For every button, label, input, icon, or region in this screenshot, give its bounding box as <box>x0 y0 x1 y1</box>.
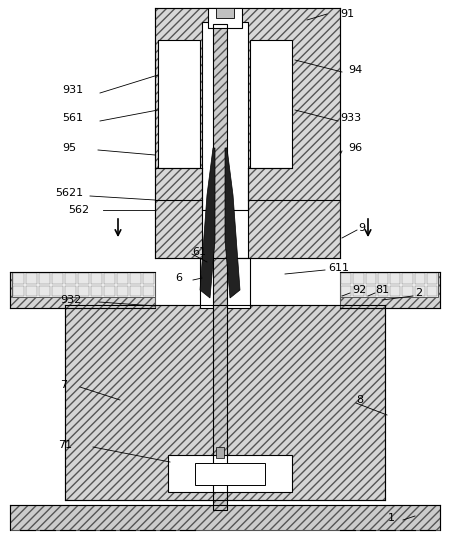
Bar <box>353 273 364 283</box>
Text: 931: 931 <box>62 85 83 95</box>
Bar <box>341 273 351 283</box>
Bar <box>39 286 50 296</box>
Bar <box>202 22 248 258</box>
Bar <box>78 273 89 283</box>
Polygon shape <box>225 148 240 298</box>
Bar <box>208 8 242 28</box>
Bar <box>168 455 292 492</box>
Text: 933: 933 <box>340 113 361 123</box>
Bar <box>353 286 364 296</box>
Bar <box>13 273 24 283</box>
Text: 96: 96 <box>348 143 362 153</box>
Bar <box>78 286 89 296</box>
Text: 91: 91 <box>340 9 354 19</box>
Text: 95: 95 <box>62 143 76 153</box>
Text: 1: 1 <box>388 513 395 523</box>
Bar <box>104 286 115 296</box>
Bar <box>365 273 376 283</box>
Bar <box>340 272 438 297</box>
Bar <box>365 286 376 296</box>
Bar <box>39 273 50 283</box>
Text: 5621: 5621 <box>55 188 83 198</box>
Bar <box>216 8 234 18</box>
Bar <box>213 24 227 510</box>
Bar <box>158 40 200 168</box>
Bar <box>378 286 388 296</box>
Bar <box>414 286 425 296</box>
Bar <box>427 286 437 296</box>
Bar <box>390 286 400 296</box>
Bar <box>155 8 340 258</box>
Text: 92: 92 <box>352 285 366 295</box>
Text: 932: 932 <box>60 295 81 305</box>
Text: 611: 611 <box>328 263 349 273</box>
Bar <box>414 273 425 283</box>
Bar <box>104 273 115 283</box>
Text: 7: 7 <box>60 380 67 390</box>
Text: 61: 61 <box>192 247 206 257</box>
Bar <box>10 505 440 530</box>
Text: 2: 2 <box>415 288 422 298</box>
Bar <box>130 286 141 296</box>
Text: 94: 94 <box>348 65 362 75</box>
Bar <box>26 273 37 283</box>
Bar <box>213 24 227 510</box>
Text: 562: 562 <box>68 205 89 215</box>
Bar <box>13 286 24 296</box>
Bar <box>200 258 250 308</box>
Bar <box>52 286 63 296</box>
Bar <box>130 273 141 283</box>
Bar <box>143 286 154 296</box>
Bar <box>117 273 128 283</box>
Bar <box>65 286 76 296</box>
Bar <box>143 273 154 283</box>
Bar <box>340 272 440 308</box>
Text: 561: 561 <box>62 113 83 123</box>
Bar <box>402 286 413 296</box>
Bar <box>52 273 63 283</box>
Bar <box>341 286 351 296</box>
Bar <box>117 286 128 296</box>
Bar <box>26 286 37 296</box>
Bar <box>12 272 155 297</box>
Bar <box>250 40 292 168</box>
Bar <box>195 463 265 485</box>
Text: 8: 8 <box>356 395 363 405</box>
Bar <box>427 273 437 283</box>
Bar <box>91 286 102 296</box>
Polygon shape <box>200 148 215 298</box>
Bar <box>91 273 102 283</box>
Bar <box>402 273 413 283</box>
Bar <box>10 272 155 308</box>
Text: 81: 81 <box>375 285 389 295</box>
Bar <box>65 273 76 283</box>
Text: 6: 6 <box>175 273 182 283</box>
Bar <box>378 273 388 283</box>
Text: 71: 71 <box>58 440 72 450</box>
Bar <box>390 273 400 283</box>
Text: 9: 9 <box>358 223 365 233</box>
Bar <box>65 305 385 500</box>
Bar <box>216 447 224 458</box>
